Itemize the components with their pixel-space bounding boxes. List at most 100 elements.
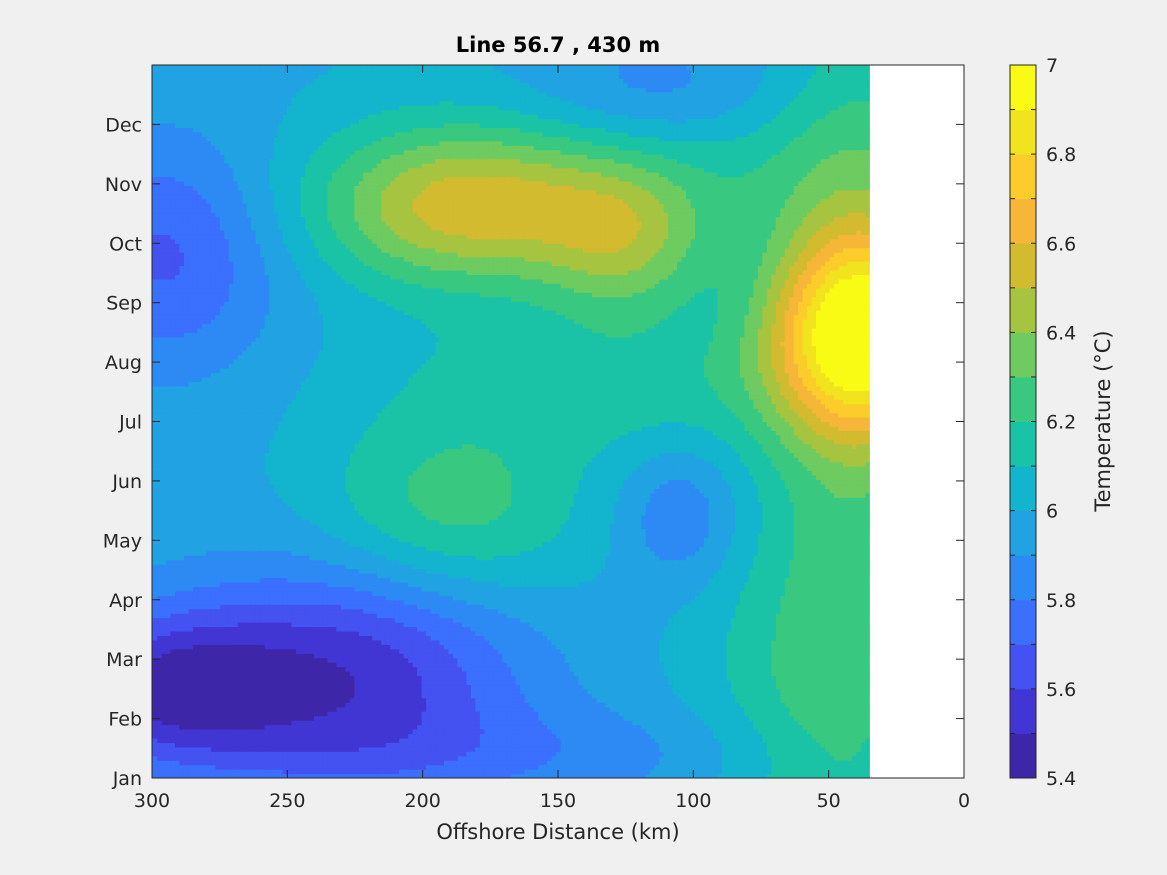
contour-cell bbox=[847, 600, 852, 605]
contour-cell bbox=[744, 653, 749, 658]
contour-cell bbox=[815, 707, 820, 712]
contour-cell bbox=[815, 74, 820, 79]
contour-cell bbox=[851, 292, 856, 297]
contour-cell bbox=[811, 515, 816, 520]
contour-cell bbox=[748, 528, 753, 533]
contour-cell bbox=[860, 658, 865, 663]
contour-cell bbox=[730, 181, 735, 186]
contour-cell bbox=[865, 760, 870, 765]
contour-cell bbox=[744, 582, 749, 587]
contour-cell bbox=[766, 684, 771, 689]
contour-cell bbox=[730, 185, 735, 190]
contour-cell bbox=[860, 680, 865, 685]
contour-cell bbox=[762, 154, 767, 159]
contour-cell bbox=[775, 680, 780, 685]
contour-cell bbox=[766, 502, 771, 507]
contour-cell bbox=[789, 439, 794, 444]
contour-cell bbox=[753, 78, 758, 83]
contour-cell bbox=[780, 408, 785, 413]
contour-cell bbox=[807, 760, 812, 765]
contour-cell bbox=[815, 417, 820, 422]
contour-cell bbox=[730, 569, 735, 574]
contour-cell bbox=[838, 582, 843, 587]
contour-cell bbox=[789, 422, 794, 427]
contour-cell bbox=[789, 323, 794, 328]
contour-cell bbox=[775, 136, 780, 141]
contour-cell bbox=[753, 698, 758, 703]
contour-cell bbox=[789, 154, 794, 159]
contour-cell bbox=[802, 359, 807, 364]
contour-cell bbox=[789, 150, 794, 155]
contour-cell bbox=[793, 110, 798, 115]
contour-cell bbox=[744, 430, 749, 435]
contour-cell bbox=[789, 622, 794, 627]
contour-cell bbox=[798, 497, 803, 502]
contour-cell bbox=[815, 676, 820, 681]
contour-cell bbox=[793, 159, 798, 164]
contour-cell bbox=[807, 123, 812, 128]
contour-cell bbox=[802, 381, 807, 386]
contour-cell bbox=[753, 733, 758, 738]
contour-cell bbox=[847, 733, 852, 738]
contour-cell bbox=[824, 591, 829, 596]
contour-cell bbox=[842, 279, 847, 284]
contour-cell bbox=[865, 609, 870, 614]
contour-cell bbox=[784, 390, 789, 395]
contour-cell bbox=[748, 760, 753, 765]
contour-cell bbox=[824, 466, 829, 471]
contour-cell bbox=[780, 546, 785, 551]
contour-cell bbox=[847, 511, 852, 516]
contour-cell bbox=[744, 635, 749, 640]
contour-cell bbox=[856, 248, 861, 253]
contour-cell bbox=[842, 631, 847, 636]
contour-cell bbox=[766, 163, 771, 168]
contour-cell bbox=[842, 640, 847, 645]
contour-cell bbox=[851, 252, 856, 257]
contour-cell bbox=[757, 564, 762, 569]
contour-cell bbox=[851, 87, 856, 92]
contour-cell bbox=[860, 475, 865, 480]
contour-cell bbox=[748, 613, 753, 618]
contour-cell bbox=[847, 310, 852, 315]
contour-cell bbox=[824, 653, 829, 658]
contour-cell bbox=[838, 181, 843, 186]
contour-cell bbox=[856, 658, 861, 663]
contour-cell bbox=[820, 765, 825, 770]
contour-cell bbox=[775, 127, 780, 132]
contour-cell bbox=[748, 653, 753, 658]
contour-cell bbox=[838, 515, 843, 520]
contour-cell bbox=[766, 524, 771, 529]
contour-cell bbox=[829, 702, 834, 707]
contour-cell bbox=[730, 533, 735, 538]
contour-cell bbox=[798, 350, 803, 355]
contour-cell bbox=[824, 203, 829, 208]
contour-cell bbox=[775, 640, 780, 645]
contour-cell bbox=[815, 252, 820, 257]
contour-cell bbox=[793, 190, 798, 195]
contour-cell bbox=[744, 435, 749, 440]
contour-cell bbox=[865, 310, 870, 315]
contour-cell bbox=[757, 444, 762, 449]
contour-cell bbox=[838, 760, 843, 765]
contour-cell bbox=[802, 319, 807, 324]
contour-cell bbox=[744, 105, 749, 110]
contour-cell bbox=[807, 595, 812, 600]
contour-cell bbox=[815, 132, 820, 137]
contour-cell bbox=[820, 154, 825, 159]
contour-cell bbox=[744, 484, 749, 489]
contour-cell bbox=[766, 462, 771, 467]
contour-cell bbox=[807, 488, 812, 493]
contour-cell bbox=[780, 279, 785, 284]
contour-cell bbox=[802, 274, 807, 279]
contour-cell bbox=[771, 479, 776, 484]
contour-cell bbox=[762, 181, 767, 186]
contour-cell bbox=[851, 702, 856, 707]
contour-cell bbox=[829, 319, 834, 324]
contour-cell bbox=[735, 653, 740, 658]
contour-cell bbox=[865, 466, 870, 471]
contour-cell bbox=[802, 667, 807, 672]
contour-cell bbox=[762, 537, 767, 542]
contour-cell bbox=[789, 689, 794, 694]
contour-cell bbox=[847, 230, 852, 235]
contour-cell bbox=[771, 577, 776, 582]
